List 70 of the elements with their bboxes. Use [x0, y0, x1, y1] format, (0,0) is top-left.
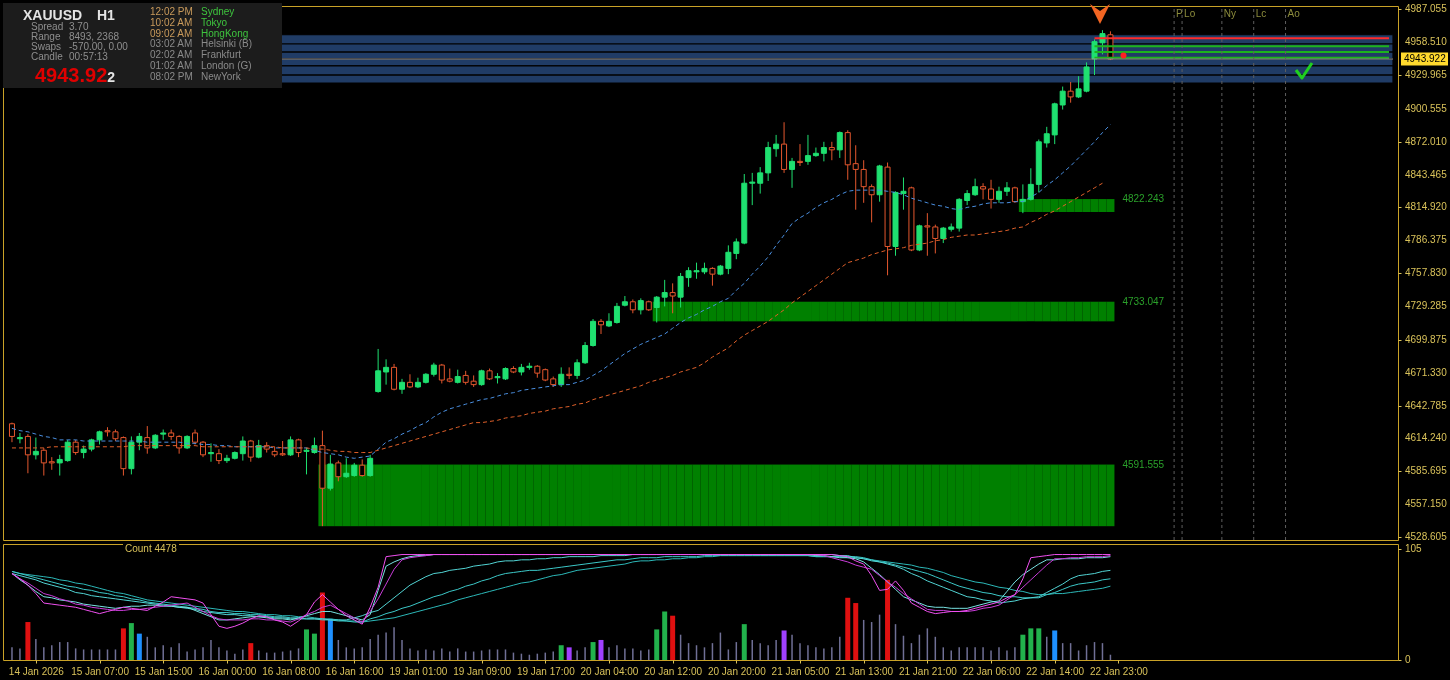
annotation: NewYork — [201, 71, 241, 82]
annotation: Lc — [1255, 8, 1267, 19]
x-tick-label: 15 Jan 15:00 — [134, 665, 194, 677]
y-tick-label: 4585.695 — [1405, 465, 1448, 477]
annotation: 4733.047 — [1122, 295, 1165, 307]
annotation: HongKong — [201, 28, 249, 39]
y-tick-label: 4843.465 — [1405, 168, 1448, 180]
y-tick-label: 4729.285 — [1405, 300, 1448, 312]
ref-line-label: 4943.922 — [1404, 53, 1447, 65]
annotation: 02:02 AM — [150, 49, 193, 60]
annotation: Count 4478 — [123, 543, 179, 555]
annotation: 00:57:13 — [69, 51, 108, 62]
y-tick-label: 4528.605 — [1405, 531, 1448, 542]
annotation: H1 — [97, 7, 115, 23]
annotation: 4943.922 — [35, 64, 116, 86]
annotation: 8493, 2368 — [69, 31, 120, 42]
annotation: London (G) — [201, 60, 252, 71]
annotation: Lo — [1184, 8, 1196, 19]
x-tick-label: 19 Jan 17:00 — [516, 665, 576, 677]
annotation: 09:02 AM — [150, 28, 193, 39]
annotation: 4822.243 — [1122, 193, 1165, 205]
annotation: XAUUSD — [23, 7, 83, 23]
x-tick-label: 20 Jan 12:00 — [644, 665, 703, 677]
x-tick-label: 19 Jan 09:00 — [453, 665, 512, 677]
x-tick-label: 21 Jan 05:00 — [771, 665, 830, 677]
y-tick-label: 0 — [1405, 654, 1411, 665]
x-tick-label: 22 Jan 23:00 — [1089, 665, 1149, 677]
y-tick-label: 4614.240 — [1405, 432, 1448, 444]
y-tick-label: 4699.875 — [1405, 333, 1448, 345]
x-tick-label: 16 Jan 00:00 — [198, 665, 257, 677]
annotation: P — [1176, 8, 1184, 19]
x-tick-label: 16 Jan 08:00 — [262, 665, 321, 677]
y-tick-label: 4900.555 — [1405, 102, 1448, 114]
annotation: Sydney — [201, 6, 235, 17]
annotation: 03:02 AM — [150, 38, 193, 49]
y-tick-label: 105 — [1405, 543, 1423, 555]
annotation: Spread — [31, 21, 64, 32]
y-tick-label: 4872.010 — [1405, 135, 1448, 147]
annotation: -570.00, 0.00 — [69, 41, 128, 52]
y-tick-label: 4929.965 — [1405, 69, 1448, 81]
x-tick-label: 22 Jan 14:00 — [1026, 665, 1085, 677]
x-tick-label: 16 Jan 16:00 — [325, 665, 385, 677]
y-tick-label: 4557.150 — [1405, 498, 1448, 510]
x-tick-label: 22 Jan 06:00 — [962, 665, 1021, 677]
x-tick-label: 21 Jan 13:00 — [835, 665, 894, 677]
x-tick-label: 20 Jan 20:00 — [707, 665, 767, 677]
y-tick-label: 4642.785 — [1405, 399, 1448, 411]
y-tick-label: 4814.920 — [1405, 201, 1448, 213]
annotation: 3.70 — [69, 21, 89, 32]
x-tick-label: 21 Jan 21:00 — [898, 665, 958, 677]
annotation: Range — [31, 31, 61, 42]
annotation: 4591.555 — [1122, 458, 1165, 470]
y-tick-label: 4958.510 — [1405, 36, 1448, 48]
annotation: Swaps — [31, 41, 61, 52]
x-tick-label: 19 Jan 01:00 — [389, 665, 448, 677]
x-tick-label: 14 Jan 2026 — [8, 665, 65, 677]
annotation: 10:02 AM — [150, 17, 193, 28]
annotation: 01:02 AM — [150, 60, 193, 71]
annotation: Ao — [1287, 8, 1301, 19]
y-tick-label: 4987.055 — [1405, 3, 1448, 15]
annotation: Ny — [1223, 8, 1237, 19]
annotation: 12:02 PM — [150, 6, 193, 17]
x-tick-label: 20 Jan 04:00 — [580, 665, 639, 677]
y-tick-label: 4786.375 — [1405, 234, 1448, 246]
y-tick-label: 4671.330 — [1405, 366, 1448, 378]
annotation: 08:02 PM — [150, 71, 193, 82]
y-tick-label: 4757.830 — [1405, 267, 1448, 279]
x-tick-label: 15 Jan 07:00 — [71, 665, 130, 677]
annotation: Frankfurt — [201, 49, 241, 60]
annotation: Tokyo — [201, 17, 228, 28]
